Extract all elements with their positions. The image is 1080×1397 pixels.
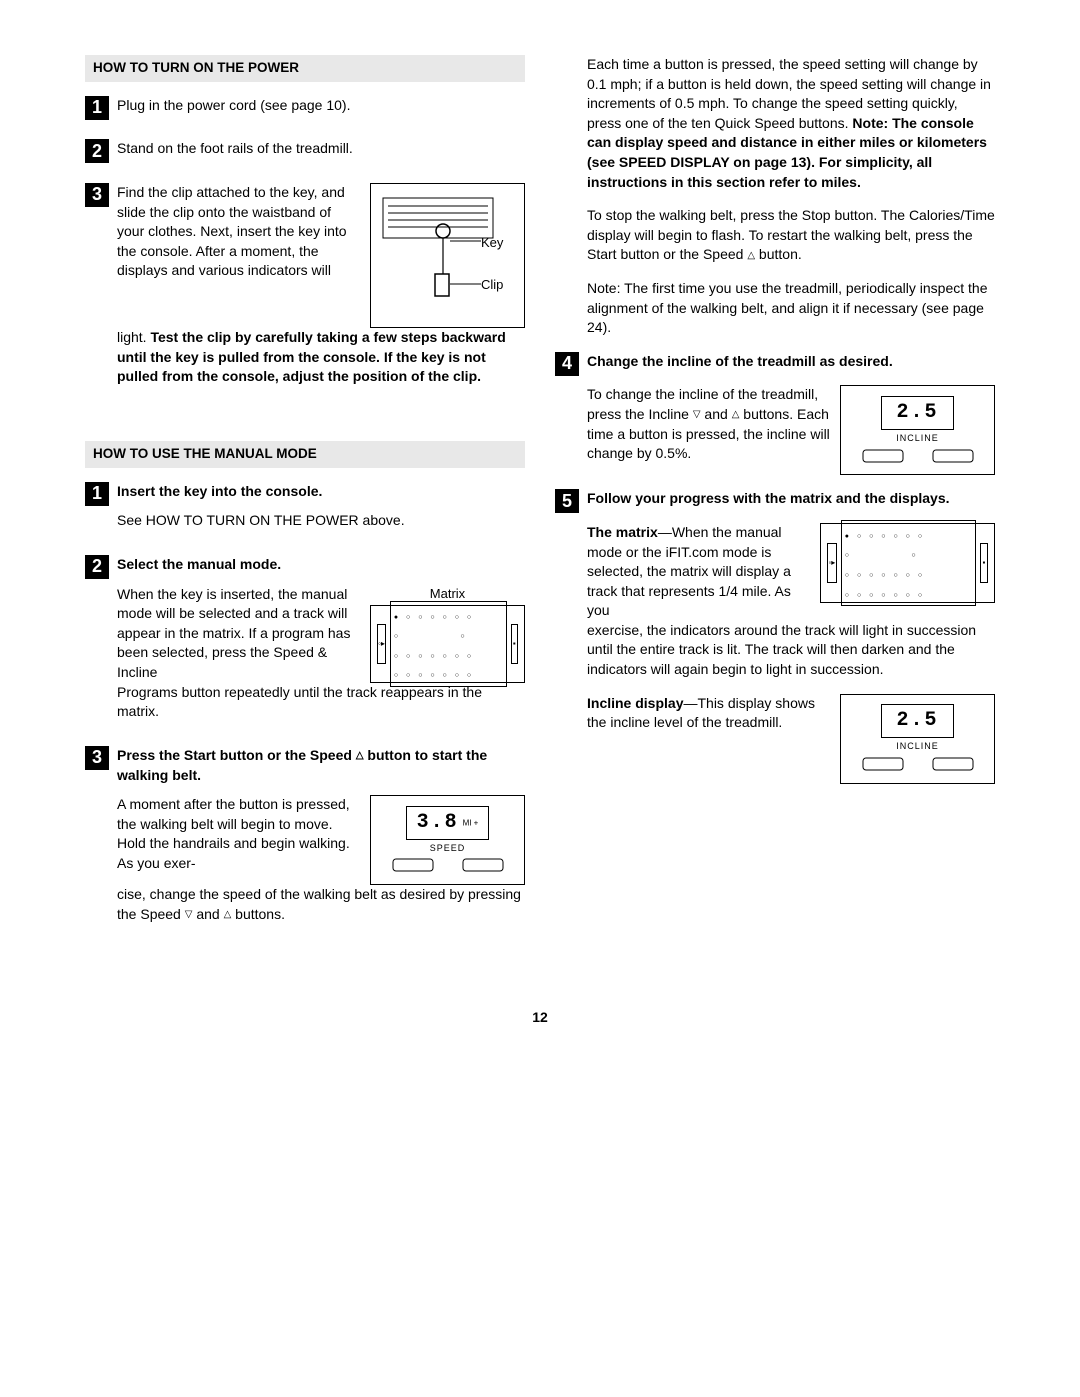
step-number-icon: 1: [85, 96, 109, 120]
manual-step-2: 2 Select the manual mode. When the key i…: [85, 555, 525, 732]
paragraph: Each time a button is pressed, the speed…: [587, 55, 995, 192]
step-text-continue: light. Test the clip by carefully taking…: [117, 328, 525, 387]
triangle-down-icon: ▽: [693, 408, 701, 422]
incline-display-figure: 2.5 INCLINE: [840, 385, 995, 475]
text-fragment: cise, change the speed of the walking be…: [117, 886, 521, 922]
key-clip-svg: [373, 186, 523, 326]
manual-step-1: 1 Insert the key into the console. See H…: [85, 482, 525, 541]
bold-text: Test the clip by carefully taking a few …: [117, 329, 506, 384]
speed-display-figure: 3.8 MI + SPEED: [370, 795, 525, 885]
step-body: Plug in the power cord (see page 10).: [117, 96, 525, 126]
step-with-figure: Incline display—This display shows the i…: [587, 694, 995, 784]
text-fragment: buttons.: [231, 906, 285, 922]
step-text: cise, change the speed of the walking be…: [117, 885, 525, 924]
step-number-icon: 3: [85, 183, 109, 207]
step-1: 1 Plug in the power cord (see page 10).: [85, 96, 525, 126]
step-body: Press the Start button or the Speed △ bu…: [117, 746, 525, 934]
step-with-figure: The matrix—When the manual mode or the i…: [587, 523, 995, 621]
step-with-figure: Find the clip attached to the key, and s…: [117, 183, 525, 328]
triangle-up-icon: △: [356, 749, 364, 763]
step-text: exercise, the indicators around the trac…: [587, 621, 995, 680]
right-icon: ▪: [511, 624, 518, 664]
right-column: Each time a button is pressed, the speed…: [555, 55, 995, 948]
section-header-manual: HOW TO USE THE MANUAL MODE: [85, 441, 525, 468]
step-text-partial: Incline display—This display shows the i…: [587, 694, 830, 784]
step-with-figure: To change the incline of the treadmill, …: [587, 385, 995, 475]
page-columns: HOW TO TURN ON THE POWER 1 Plug in the p…: [85, 55, 995, 948]
dot-matrix: ● ○ ○ ○ ○ ○ ○ ○ ○ ○ ○ ○ ○ ○ ○ ○ ○ ○ ○ ○ …: [390, 601, 507, 687]
step-2: 2 Stand on the foot rails of the treadmi…: [85, 139, 525, 169]
step-body: Stand on the foot rails of the treadmill…: [117, 139, 525, 169]
step-text: Stand on the foot rails of the treadmill…: [117, 139, 525, 159]
button-shapes: [858, 445, 978, 465]
step-number-icon: 2: [85, 139, 109, 163]
incline-value-2: 2.5: [896, 709, 938, 732]
triangle-up-icon: △: [747, 249, 755, 263]
step-heading: Follow your progress with the matrix and…: [587, 489, 995, 509]
left-icon: ◦▸: [377, 624, 386, 664]
text-fragment: and: [701, 406, 732, 422]
incline-label: INCLINE: [896, 432, 939, 445]
step-number-icon: 1: [85, 482, 109, 506]
step-text: Programs button repeatedly until the tra…: [117, 683, 525, 722]
step-3: 3 Find the clip attached to the key, and…: [85, 183, 525, 397]
step-with-figure: When the key is inserted, the manual mod…: [117, 585, 525, 683]
step-text-partial: When the key is inserted, the manual mod…: [117, 585, 360, 683]
step-number-icon: 2: [85, 555, 109, 579]
speed-value: 3.8: [417, 811, 459, 834]
step-heading: Select the manual mode.: [117, 555, 525, 575]
step-text-partial: Find the clip attached to the key, and s…: [117, 183, 360, 328]
step-number-icon: 5: [555, 489, 579, 513]
step-text: See HOW TO TURN ON THE POWER above.: [117, 511, 525, 531]
text-fragment: Press the Start button or the Speed: [117, 747, 356, 763]
incline-value-box: 2.5: [881, 396, 953, 430]
left-column: HOW TO TURN ON THE POWER 1 Plug in the p…: [85, 55, 525, 948]
speed-label: SPEED: [430, 842, 466, 855]
section-header-power: HOW TO TURN ON THE POWER: [85, 55, 525, 82]
bold-text: Incline display: [587, 695, 683, 711]
step-body: Follow your progress with the matrix and…: [587, 489, 995, 783]
bold-text: The matrix: [587, 524, 658, 540]
clip-label: Clip: [481, 276, 503, 294]
right-continuation: Each time a button is pressed, the speed…: [555, 55, 995, 338]
step-text-partial: A moment after the button is pressed, th…: [117, 795, 360, 885]
step-heading: Change the incline of the treadmill as d…: [587, 352, 995, 372]
dot-matrix: ● ○ ○ ○ ○ ○ ○ ○ ○ ○ ○ ○ ○ ○ ○ ○ ○ ○ ○ ○ …: [841, 520, 976, 606]
incline-value: 2.5: [896, 401, 938, 424]
right-icon: ▪: [980, 543, 988, 583]
key-label: Key: [481, 234, 503, 252]
step-body: Insert the key into the console. See HOW…: [117, 482, 525, 541]
step-heading: Insert the key into the console.: [117, 482, 525, 502]
step-number-icon: 4: [555, 352, 579, 376]
manual-step-3: 3 Press the Start button or the Speed △ …: [85, 746, 525, 934]
matrix-figure-wrap: Matrix ◦▸ ● ○ ○ ○ ○ ○ ○ ○ ○ ○ ○ ○ ○ ○ ○ …: [370, 585, 525, 683]
matrix-figure: ◦▸ ● ○ ○ ○ ○ ○ ○ ○ ○ ○ ○ ○ ○ ○ ○ ○ ○ ○ ○…: [370, 605, 525, 683]
paragraph: Note: The first time you use the treadmi…: [587, 279, 995, 338]
matrix-figure-2: ◦▸ ● ○ ○ ○ ○ ○ ○ ○ ○ ○ ○ ○ ○ ○ ○ ○ ○ ○ ○…: [820, 523, 995, 603]
speed-value-box: 3.8 MI +: [406, 806, 490, 840]
step-5: 5 Follow your progress with the matrix a…: [555, 489, 995, 783]
step-text: Plug in the power cord (see page 10).: [117, 96, 525, 116]
text-fragment: light.: [117, 329, 150, 345]
button-shapes: [858, 753, 978, 773]
step-body: Select the manual mode. When the key is …: [117, 555, 525, 732]
paragraph: To stop the walking belt, press the Stop…: [587, 206, 995, 265]
incline-label-2: INCLINE: [896, 740, 939, 753]
step-number-icon: 3: [85, 746, 109, 770]
step-text-partial: The matrix—When the manual mode or the i…: [587, 523, 810, 621]
step-4: 4 Change the incline of the treadmill as…: [555, 352, 995, 476]
left-icon: ◦▸: [827, 543, 837, 583]
text-fragment: and: [192, 906, 223, 922]
step-text-partial: To change the incline of the treadmill, …: [587, 385, 830, 475]
page-number: 12: [85, 1008, 995, 1028]
button-shapes: [388, 854, 508, 874]
text-fragment: button.: [755, 246, 802, 262]
step-body: Find the clip attached to the key, and s…: [117, 183, 525, 397]
key-clip-figure: Key Clip: [370, 183, 525, 328]
incline-value-box: 2.5: [881, 704, 953, 738]
step-with-figure: A moment after the button is pressed, th…: [117, 795, 525, 885]
step-heading: Press the Start button or the Speed △ bu…: [117, 746, 525, 785]
step-body: Change the incline of the treadmill as d…: [587, 352, 995, 476]
incline-display-figure-2: 2.5 INCLINE: [840, 694, 995, 784]
